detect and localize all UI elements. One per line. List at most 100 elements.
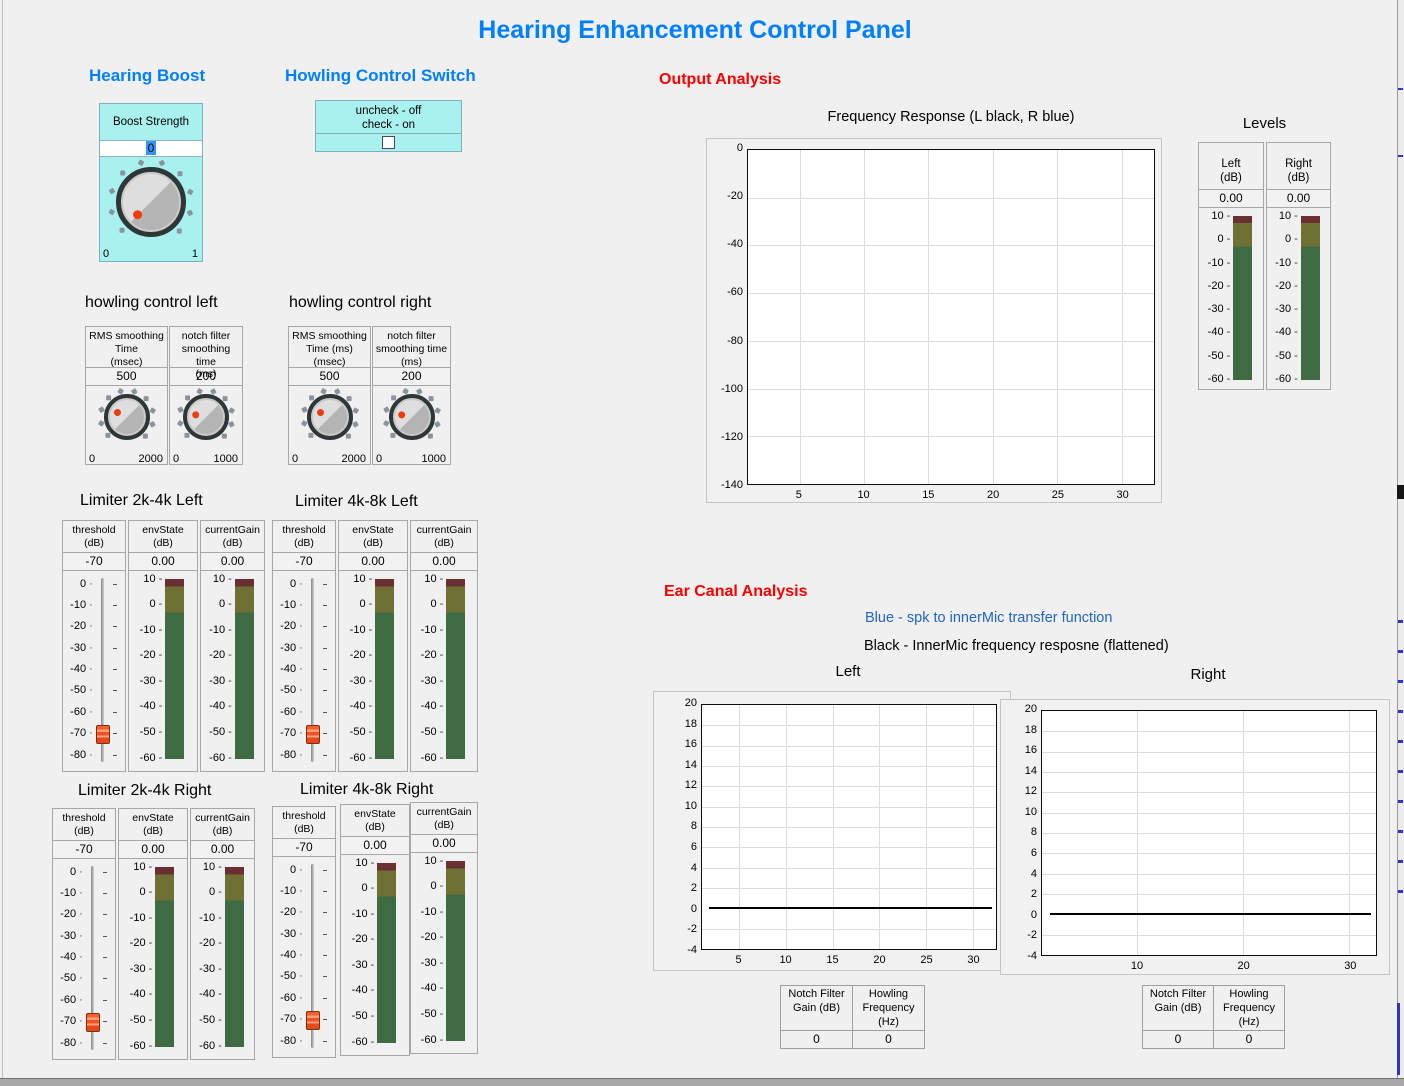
envstate-value: 0.00 bbox=[339, 551, 407, 571]
window-edge-artifact bbox=[1398, 680, 1403, 683]
x-tick: 10 bbox=[1130, 960, 1144, 972]
howling-switch-checkbox[interactable] bbox=[382, 136, 395, 149]
plot-area bbox=[1041, 710, 1377, 956]
notch-gain-header: Notch Filter Gain (dB) bbox=[788, 988, 845, 1014]
meter-bar bbox=[224, 866, 244, 1047]
window-edge-artifact bbox=[1398, 155, 1403, 157]
envstate-value: 0.00 bbox=[119, 839, 187, 859]
threshold-value[interactable]: -70 bbox=[53, 839, 115, 859]
gridline bbox=[1042, 731, 1376, 733]
envstate-label: envState (dB) bbox=[354, 808, 396, 833]
x-tick: 20 bbox=[1237, 960, 1250, 972]
limiter-2k4k-left-heading: Limiter 2k-4k Left bbox=[80, 492, 203, 509]
slider-handle[interactable] bbox=[85, 1013, 100, 1033]
slider-handle[interactable] bbox=[305, 1011, 320, 1031]
slider-ticks bbox=[322, 865, 328, 1047]
gridline bbox=[1243, 711, 1245, 955]
gridline bbox=[748, 436, 1154, 438]
slider-track[interactable] bbox=[305, 577, 320, 762]
gridline bbox=[863, 150, 865, 484]
knob-max-label: 1000 bbox=[421, 453, 446, 465]
gridline bbox=[925, 705, 927, 949]
rms-smoothing-knob[interactable] bbox=[98, 388, 156, 446]
knob-zone: 0 2000 bbox=[86, 388, 167, 466]
meter-bar bbox=[1233, 216, 1253, 380]
slider-ticks bbox=[102, 867, 108, 1049]
meter-bar bbox=[446, 578, 466, 759]
limiter-4k8k-left-threshold: threshold (dB) -70 0-10-20-30-40-50-60-7… bbox=[272, 520, 336, 772]
slider-handle[interactable] bbox=[95, 725, 110, 745]
meter-scale: 100-10-20-30-40-50-60 bbox=[130, 861, 153, 1052]
notch-smoothing-knob[interactable] bbox=[383, 388, 441, 446]
gridline bbox=[1042, 812, 1376, 814]
gridline bbox=[748, 293, 1154, 295]
rms-smoothing-label: RMS smoothing Time (ms) (msec) bbox=[292, 330, 367, 368]
window-bottom-bar bbox=[0, 1078, 1404, 1086]
knob-zone: 0 1000 bbox=[373, 388, 450, 466]
meter-label: Left (dB) bbox=[1220, 158, 1242, 185]
howling-freq-header: Howling Frequency (Hz) bbox=[1223, 988, 1275, 1028]
threshold-value[interactable]: -70 bbox=[63, 551, 125, 571]
hearing-boost-panel: Boost Strength 0 0 1 bbox=[99, 103, 203, 262]
boost-knob[interactable] bbox=[108, 159, 194, 245]
meter-scale: 100-10-20-30-40-50-60 bbox=[140, 573, 163, 764]
limiter-4k8k-left-currentgain: currentGain (dB) 0.00 100-10-20-30-40-50… bbox=[410, 520, 478, 772]
threshold-value[interactable]: -70 bbox=[273, 837, 335, 857]
limiter-4k8k-right-threshold: threshold (dB) -70 0-10-20-30-40-50-60-7… bbox=[272, 806, 336, 1058]
limiter-4k8k-left-heading: Limiter 4k-8k Left bbox=[295, 493, 418, 510]
levels-heading: Levels bbox=[1242, 115, 1287, 132]
howling-switch-panel: uncheck - off check - on bbox=[315, 100, 462, 152]
levels-left-meter: Left (dB) 0.00 100-10-20-30-40-50-60 bbox=[1198, 142, 1264, 390]
gridline bbox=[702, 786, 996, 788]
limiter-2k4k-right-threshold: threshold (dB) -70 0-10-20-30-40-50-60-7… bbox=[52, 808, 116, 1060]
slider-track[interactable] bbox=[305, 863, 320, 1048]
knob-pointer-dot bbox=[185, 396, 226, 437]
frequency-response-graph: 0 -20 -40 -60 -80 -100 -120 -140 5 10 15 20 25 … bbox=[706, 138, 1162, 503]
limiter-2k4k-left-threshold: threshold (dB) -70 0-10-20-30-40-50-60-7… bbox=[62, 520, 126, 772]
limiter-4k8k-right-envstate: envState (dB) 0.00 100-10-20-30-40-50-60 bbox=[340, 804, 410, 1056]
notch-gain-header: Notch Filter Gain (dB) bbox=[1149, 988, 1207, 1014]
rms-smoothing-label: RMS smoothing Time (msec) bbox=[89, 330, 164, 368]
x-tick: 15 bbox=[826, 954, 839, 966]
boost-strength-label: Boost Strength bbox=[112, 116, 190, 128]
x-axis-labels: 5 10 15 20 25 30 bbox=[701, 954, 997, 968]
y-axis-labels: 20 18 16 14 12 10 8 6 4 2 0 -2 -4 bbox=[684, 697, 697, 956]
window-edge-artifact bbox=[1398, 860, 1403, 863]
slider-handle[interactable] bbox=[305, 725, 320, 745]
meter-bar bbox=[375, 578, 395, 759]
ear-canal-left-graph: 20 18 16 14 12 10 8 6 4 2 0 -2 -4 5 10 15 20 25 30 bbox=[653, 691, 1011, 971]
notch-smoothing-label: notch filter smoothing time (ms) bbox=[181, 330, 231, 380]
gridline bbox=[748, 245, 1154, 247]
gridline bbox=[739, 705, 741, 949]
notch-smoothing-knob[interactable] bbox=[177, 388, 235, 446]
limiter-2k4k-left-currentgain: currentGain (dB) 0.00 100-10-20-30-40-50… bbox=[200, 520, 265, 772]
legend-blue-line: Blue - spk to innerMic transfer function bbox=[865, 610, 1113, 626]
meter-label: Right (dB) bbox=[1285, 158, 1312, 185]
limiter-2k4k-right-currentgain: currentGain (dB) 0.00 100-10-20-30-40-50… bbox=[190, 808, 255, 1060]
notch-gain-value: 0 bbox=[781, 1030, 852, 1048]
currentgain-value: 0.00 bbox=[191, 839, 254, 859]
limiter-4k8k-right-heading: Limiter 4k-8k Right bbox=[300, 781, 434, 798]
limiter-2k4k-left-envstate: envState (dB) 0.00 100-10-20-30-40-50-60 bbox=[128, 520, 198, 772]
gridline bbox=[1121, 150, 1123, 484]
slider-track[interactable] bbox=[95, 577, 110, 762]
threshold-label: threshold (dB) bbox=[282, 524, 326, 549]
x-tick: 10 bbox=[857, 489, 870, 501]
slider-track[interactable] bbox=[85, 865, 100, 1050]
currentgain-label: currentGain (dB) bbox=[416, 806, 472, 831]
gridline bbox=[992, 150, 994, 484]
gridline bbox=[748, 340, 1154, 342]
gridline bbox=[748, 388, 1154, 390]
ear-canal-heading: Ear Canal Analysis bbox=[664, 583, 808, 600]
window-edge-artifact bbox=[1398, 890, 1403, 893]
limiter-2k4k-right-envstate: envState (dB) 0.00 100-10-20-30-40-50-60 bbox=[118, 808, 188, 1060]
ear-left-title: Left bbox=[835, 663, 861, 680]
window-left-border bbox=[2, 0, 3, 1086]
gridline bbox=[1042, 894, 1376, 895]
threshold-value[interactable]: -70 bbox=[273, 551, 335, 571]
meter-body: 100-10-20-30-40-50-60 bbox=[119, 859, 187, 1057]
threshold-slider: 0-10-20-30-40-50-60-70-80 bbox=[53, 859, 115, 1057]
limiter-4k8k-right-currentgain: currentGain (dB) 0.00 100-10-20-30-40-50… bbox=[410, 802, 478, 1054]
rms-smoothing-knob[interactable] bbox=[301, 388, 359, 446]
